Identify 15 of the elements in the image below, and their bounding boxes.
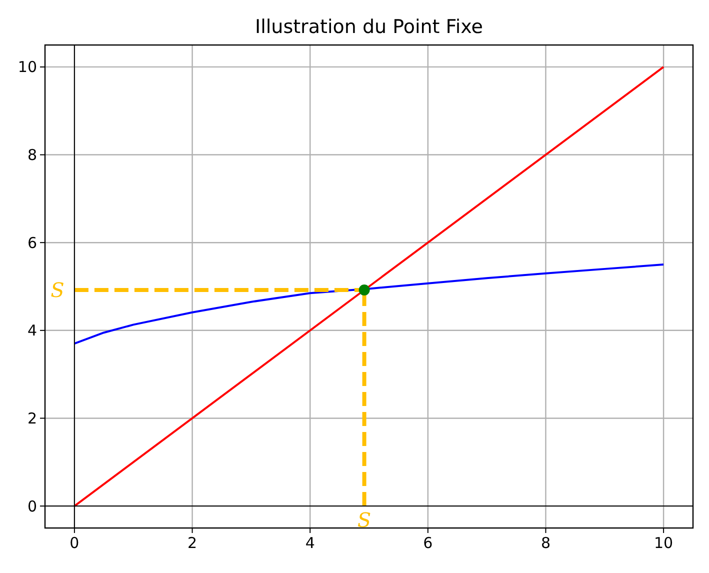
- x-tick-label: 8: [540, 534, 550, 552]
- chart-title: Illustration du Point Fixe: [255, 16, 483, 38]
- annotation: S: [357, 508, 372, 532]
- x-tick-label: 6: [423, 534, 433, 552]
- y-tick-label: 10: [18, 58, 37, 76]
- x-tick-label: 4: [305, 534, 315, 552]
- x-tick-label: 0: [70, 534, 80, 552]
- y-tick-label: 0: [27, 497, 37, 516]
- y-tick-label: 6: [27, 234, 37, 252]
- x-tick-label: 2: [188, 534, 198, 552]
- y-tick-label: 8: [27, 146, 37, 164]
- y-tick-label: 2: [27, 409, 37, 428]
- annotation: S: [50, 278, 64, 302]
- y-tick-label: 4: [27, 322, 37, 340]
- x-tick-label: 10: [654, 534, 674, 552]
